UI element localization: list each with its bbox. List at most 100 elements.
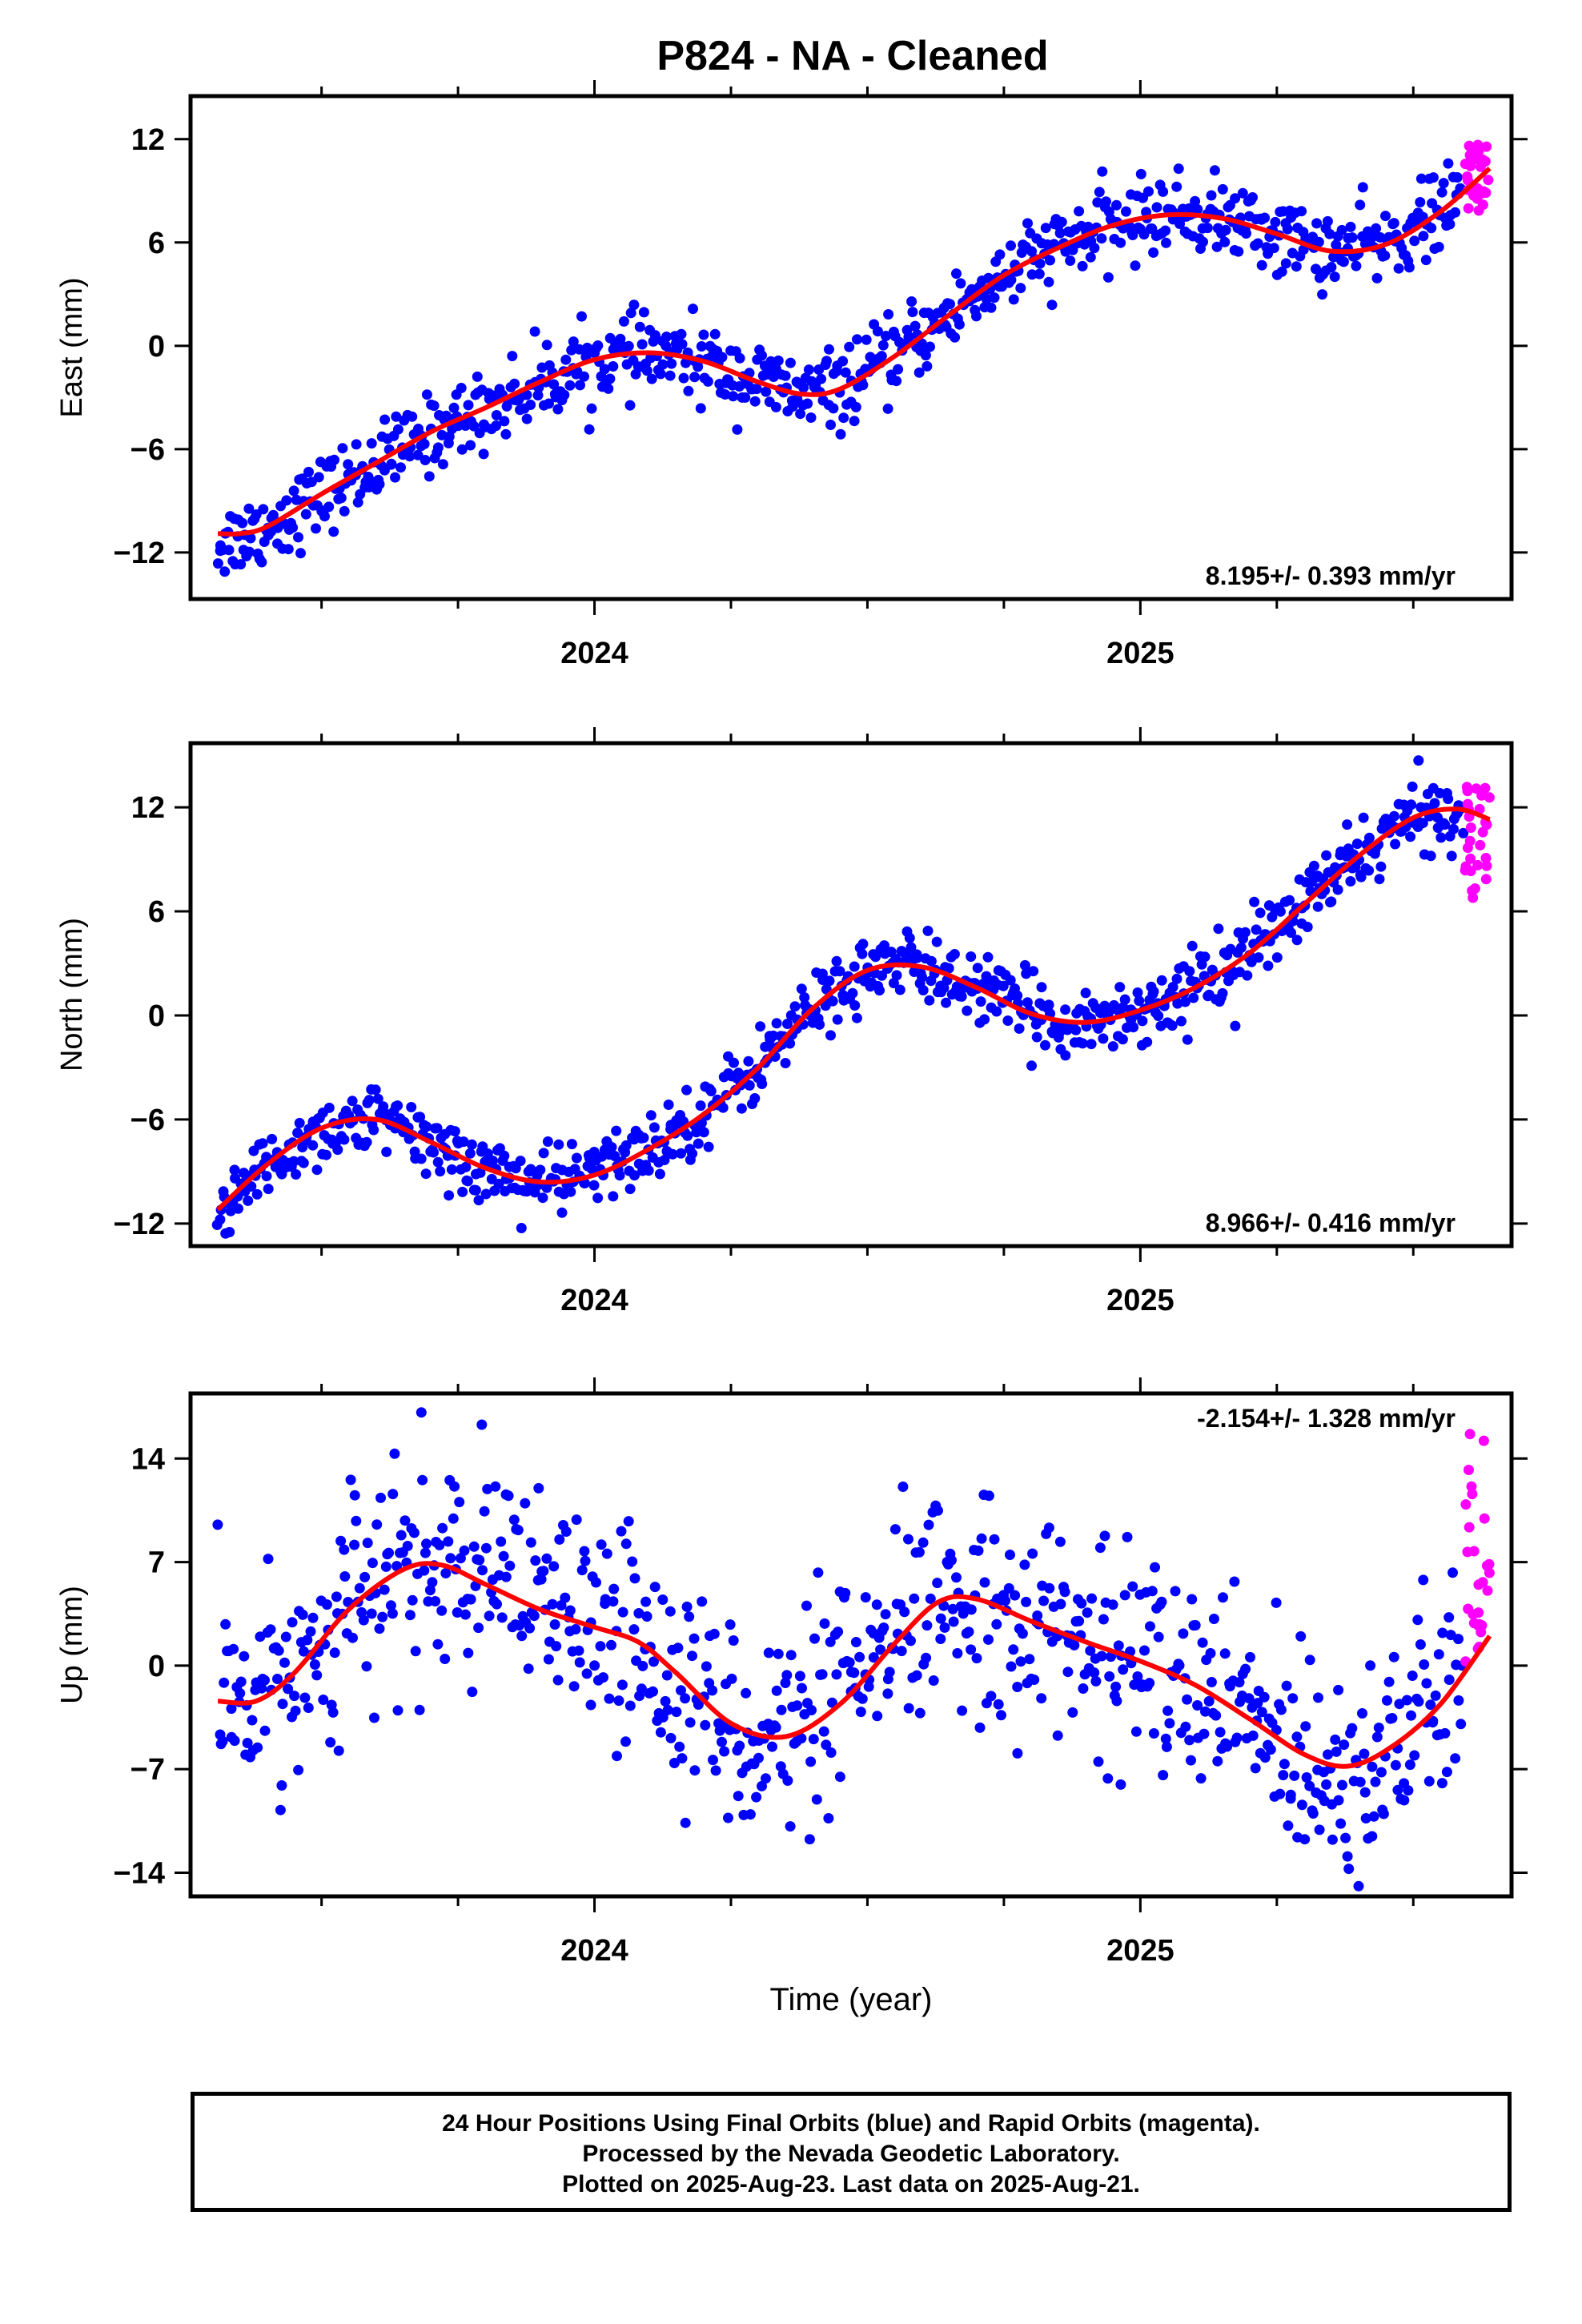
final-orbit-point bbox=[543, 1654, 554, 1665]
final-orbit-point bbox=[676, 328, 687, 340]
final-orbit-point bbox=[478, 448, 489, 460]
final-orbit-point bbox=[1176, 1015, 1186, 1027]
final-orbit-point bbox=[295, 548, 306, 559]
final-orbit-point bbox=[417, 1474, 428, 1486]
up-frame bbox=[188, 1391, 1514, 1899]
final-orbit-point bbox=[508, 1514, 520, 1526]
final-orbit-point bbox=[773, 355, 784, 366]
final-orbit-point bbox=[933, 1505, 943, 1516]
final-orbit-point bbox=[1242, 970, 1253, 981]
final-orbit-point bbox=[556, 1207, 568, 1218]
final-orbit-point bbox=[1022, 997, 1033, 1008]
final-orbit-point bbox=[1089, 243, 1100, 254]
footer-box: 24 Hour Positions Using Final Orbits (bl… bbox=[191, 2092, 1512, 2212]
final-orbit-point bbox=[1287, 1693, 1299, 1704]
final-orbit-point bbox=[1280, 258, 1291, 269]
final-orbit-point bbox=[1096, 233, 1107, 244]
final-orbit-point bbox=[484, 1610, 495, 1622]
final-orbit-point bbox=[349, 1539, 360, 1550]
final-orbit-point bbox=[1015, 1656, 1026, 1667]
final-orbit-point bbox=[935, 1634, 946, 1644]
final-orbit-point bbox=[1195, 1773, 1207, 1784]
final-orbit-point bbox=[275, 1804, 286, 1815]
final-orbit-point bbox=[1028, 966, 1039, 977]
final-orbit-point bbox=[1326, 896, 1337, 907]
rapid-orbit-point bbox=[1483, 175, 1494, 186]
final-orbit-point bbox=[616, 1526, 627, 1537]
final-orbit-point bbox=[1435, 832, 1447, 843]
final-orbit-point bbox=[592, 1192, 604, 1204]
final-orbit-point bbox=[1251, 924, 1262, 935]
final-orbit-point bbox=[837, 356, 849, 367]
final-orbit-point bbox=[809, 1633, 820, 1644]
final-orbit-point bbox=[361, 1661, 372, 1672]
final-orbit-point bbox=[343, 459, 354, 470]
final-orbit-point bbox=[381, 1146, 392, 1157]
final-orbit-point bbox=[1218, 1592, 1228, 1603]
final-orbit-point bbox=[212, 1519, 223, 1530]
final-orbit-point bbox=[680, 1817, 691, 1828]
final-orbit-point bbox=[421, 389, 432, 400]
final-orbit-point bbox=[717, 352, 728, 363]
final-orbit-point bbox=[808, 1734, 819, 1745]
final-orbit-point bbox=[666, 358, 677, 369]
final-orbit-point bbox=[386, 458, 397, 469]
final-orbit-point bbox=[894, 984, 905, 995]
final-orbit-point bbox=[870, 951, 881, 963]
final-orbit-point bbox=[891, 970, 902, 981]
final-orbit-point bbox=[1267, 911, 1278, 923]
final-orbit-point bbox=[871, 1599, 882, 1610]
final-orbit-point bbox=[1256, 1707, 1267, 1718]
final-orbit-point bbox=[325, 1737, 336, 1748]
final-orbit-point bbox=[323, 501, 335, 513]
final-orbit-point bbox=[973, 1545, 984, 1556]
final-orbit-point bbox=[852, 334, 862, 345]
final-orbit-point bbox=[986, 302, 997, 313]
footer-line-2: Processed by the Nevada Geodetic Laborat… bbox=[582, 2141, 1120, 2167]
final-orbit-point bbox=[872, 326, 883, 337]
final-orbit-point bbox=[371, 1519, 383, 1530]
chart-title: P824 - NA - Cleaned bbox=[656, 33, 1049, 79]
final-orbit-point bbox=[1211, 241, 1223, 252]
final-orbit-point bbox=[420, 1547, 431, 1558]
final-orbit-point bbox=[437, 1522, 448, 1534]
final-orbit-point bbox=[1345, 221, 1356, 232]
final-orbit-point bbox=[233, 1203, 243, 1214]
final-orbit-point bbox=[1259, 212, 1271, 223]
final-orbit-point bbox=[734, 1740, 745, 1751]
final-orbit-point bbox=[352, 497, 363, 508]
final-orbit-point bbox=[281, 495, 292, 506]
final-orbit-point bbox=[239, 1651, 250, 1662]
final-orbit-point bbox=[229, 1164, 240, 1176]
final-orbit-point bbox=[328, 526, 339, 537]
final-orbit-point bbox=[1070, 1024, 1082, 1035]
final-orbit-point bbox=[1127, 1581, 1138, 1592]
final-orbit-point bbox=[1211, 1710, 1222, 1721]
final-orbit-point bbox=[1098, 1614, 1109, 1625]
final-orbit-point bbox=[329, 454, 339, 465]
rapid-orbit-point bbox=[1460, 861, 1472, 872]
final-orbit-point bbox=[1390, 838, 1401, 850]
final-orbit-point bbox=[868, 1652, 879, 1663]
final-orbit-point bbox=[1321, 850, 1332, 861]
final-orbit-point bbox=[219, 1677, 230, 1688]
final-orbit-point bbox=[974, 1722, 986, 1733]
up-ylabel: Up (mm) bbox=[55, 1586, 89, 1704]
x-tick-label: 2025 bbox=[1106, 637, 1174, 670]
rapid-orbit-point bbox=[1472, 859, 1484, 870]
final-orbit-point bbox=[1406, 1710, 1416, 1721]
final-orbit-point bbox=[1255, 907, 1266, 919]
final-orbit-point bbox=[850, 1637, 861, 1647]
final-orbit-point bbox=[634, 321, 645, 332]
final-orbit-point bbox=[743, 1055, 754, 1067]
final-orbit-point bbox=[955, 278, 966, 289]
final-orbit-point bbox=[273, 1645, 284, 1656]
final-orbit-point bbox=[767, 1741, 777, 1752]
final-orbit-point bbox=[832, 1014, 843, 1025]
final-orbit-point bbox=[1170, 1586, 1181, 1597]
final-orbit-point bbox=[697, 1596, 708, 1607]
final-orbit-point bbox=[655, 1727, 666, 1738]
final-orbit-point bbox=[1415, 173, 1427, 184]
final-orbit-point bbox=[1122, 1531, 1133, 1542]
final-orbit-point bbox=[696, 341, 707, 352]
